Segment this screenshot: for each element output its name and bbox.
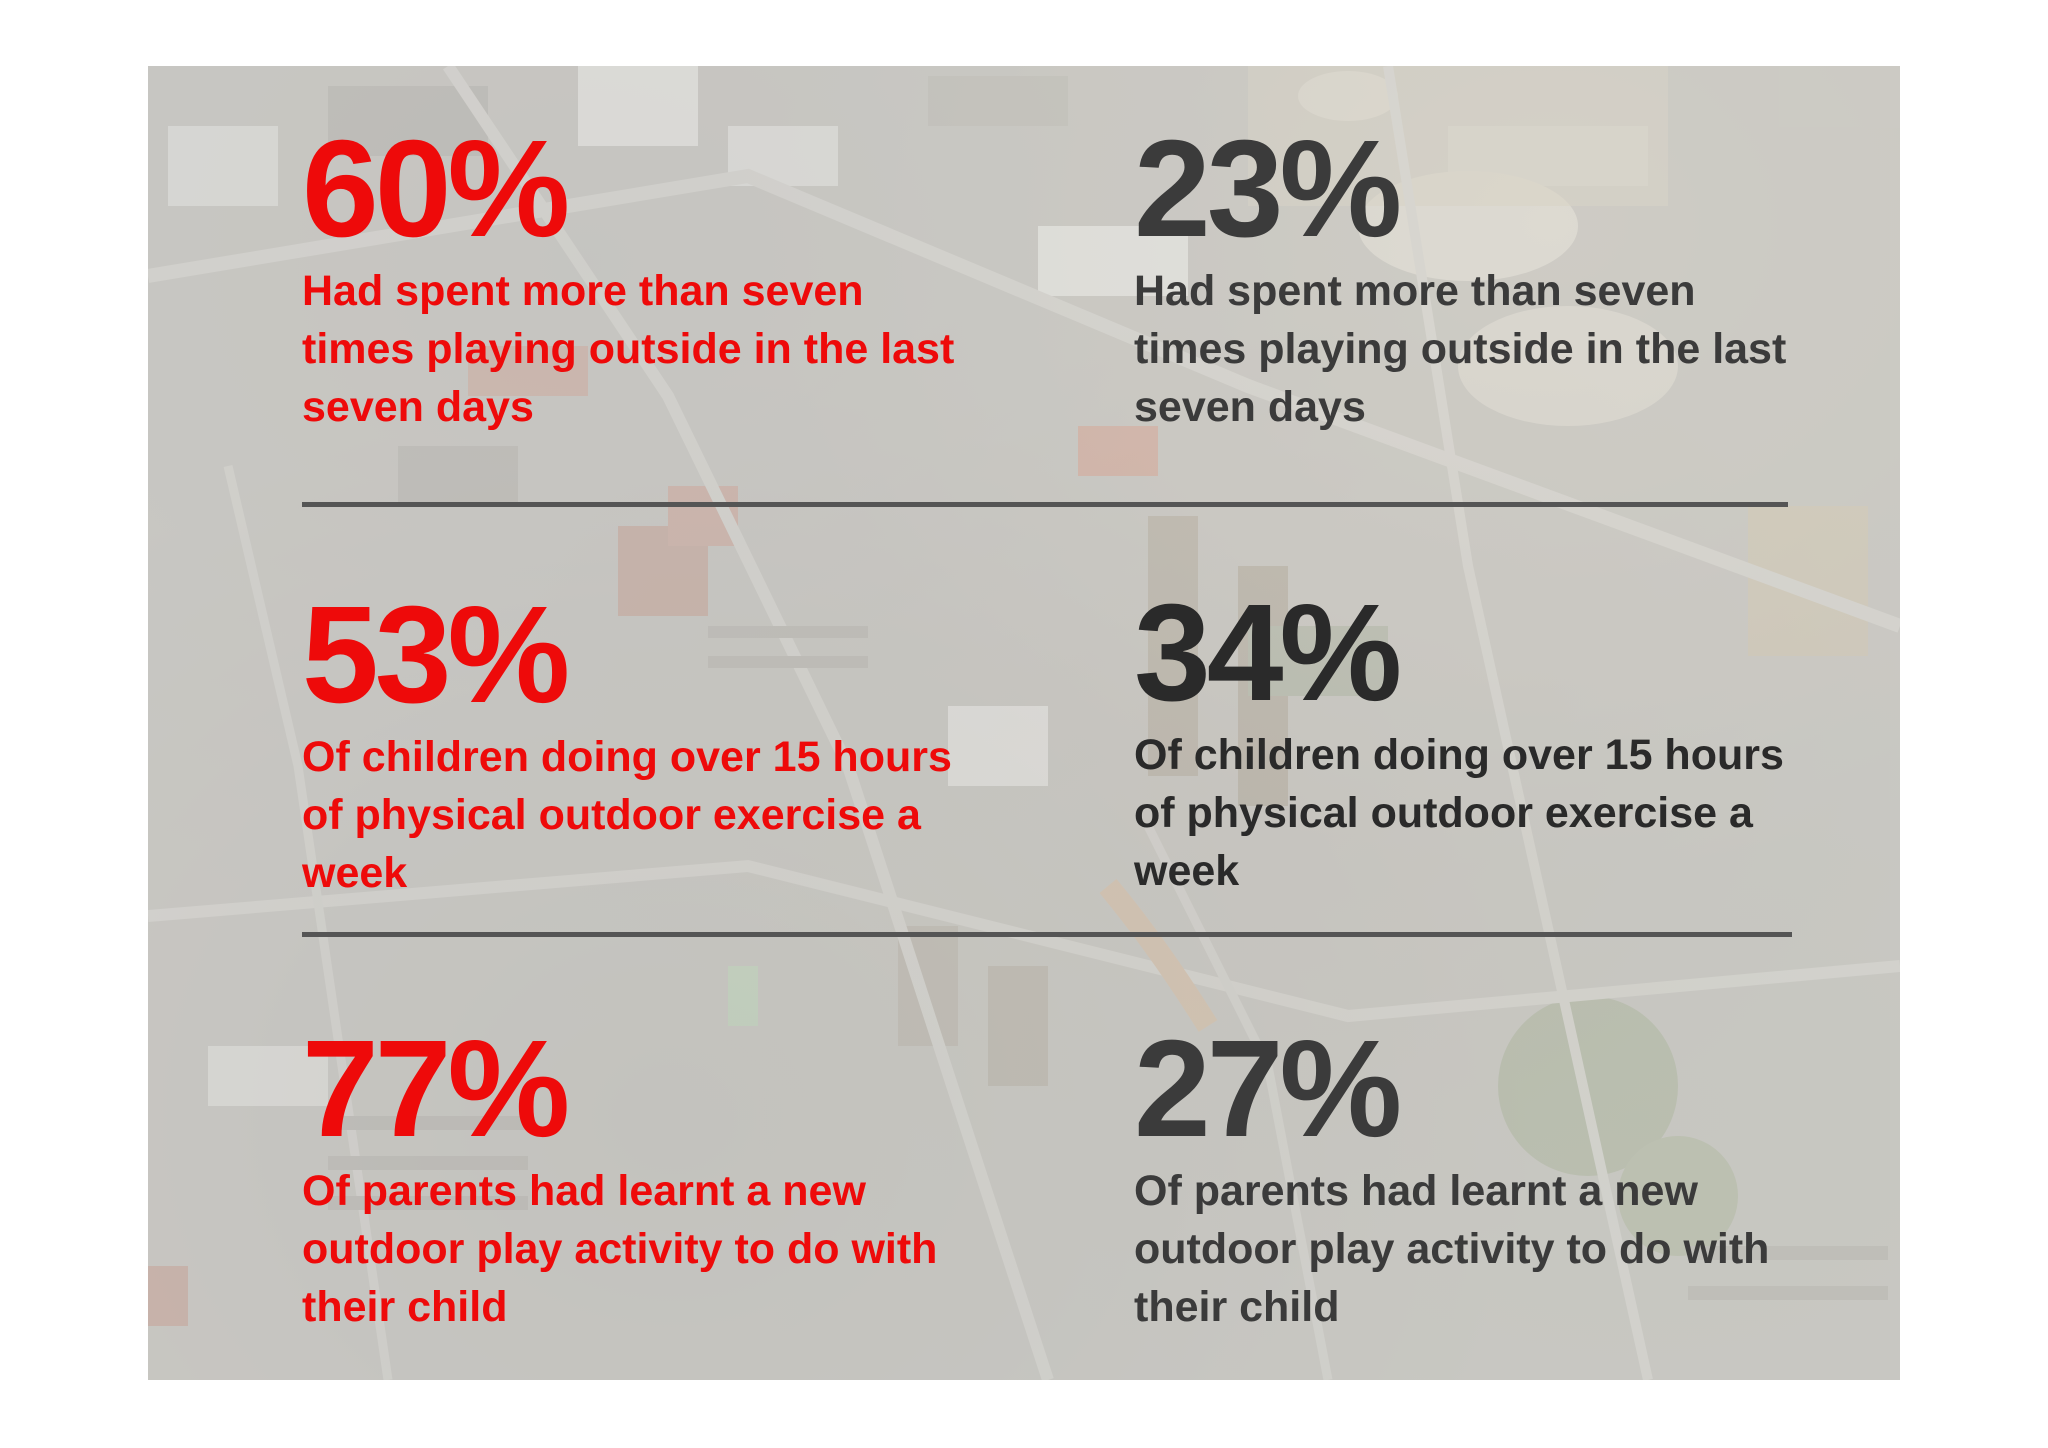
stat-percentage: 60%: [302, 112, 570, 266]
stat-description: Of children doing over 15 hours of physi…: [302, 733, 952, 897]
row-divider: [302, 932, 1792, 937]
stat-row1-right: 23% Had spent more than seven times play…: [1134, 120, 1814, 436]
stat-description: Had spent more than seven times playing …: [1134, 267, 1787, 431]
stat-percentage: 77%: [302, 1012, 570, 1166]
stat-row3-right: 27% Of parents had learnt a new outdoor …: [1134, 1020, 1814, 1336]
stat-percentage: 27%: [1134, 1012, 1402, 1166]
stat-description: Had spent more than seven times playing …: [302, 267, 955, 431]
stat-percentage: 23%: [1134, 112, 1402, 266]
stat-description: Of parents had learnt a new outdoor play…: [302, 1167, 938, 1331]
stat-row2-left: 53% Of children doing over 15 hours of p…: [302, 586, 982, 902]
stat-percentage: 34%: [1134, 576, 1402, 730]
stat-description: Of children doing over 15 hours of physi…: [1134, 731, 1784, 895]
row-divider: [302, 502, 1788, 507]
stat-description: Of parents had learnt a new outdoor play…: [1134, 1167, 1770, 1331]
stat-row1-left: 60% Had spent more than seven times play…: [302, 120, 982, 436]
stat-row2-right: 34% Of children doing over 15 hours of p…: [1134, 584, 1814, 900]
aerial-city-photo: [148, 66, 1900, 1380]
photo-lightening-overlay: [148, 66, 1900, 1380]
stat-row3-left: 77% Of parents had learnt a new outdoor …: [302, 1020, 982, 1336]
infographic-panel: [148, 66, 1900, 1380]
stat-percentage: 53%: [302, 578, 570, 732]
